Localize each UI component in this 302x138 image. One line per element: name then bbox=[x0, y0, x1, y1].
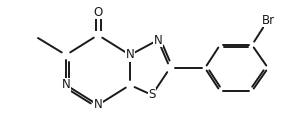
Text: N: N bbox=[94, 99, 102, 112]
Text: N: N bbox=[154, 34, 162, 47]
Text: N: N bbox=[126, 48, 134, 62]
Text: Br: Br bbox=[262, 14, 275, 26]
Text: S: S bbox=[148, 88, 156, 102]
Text: N: N bbox=[62, 79, 70, 91]
Text: O: O bbox=[93, 6, 103, 18]
